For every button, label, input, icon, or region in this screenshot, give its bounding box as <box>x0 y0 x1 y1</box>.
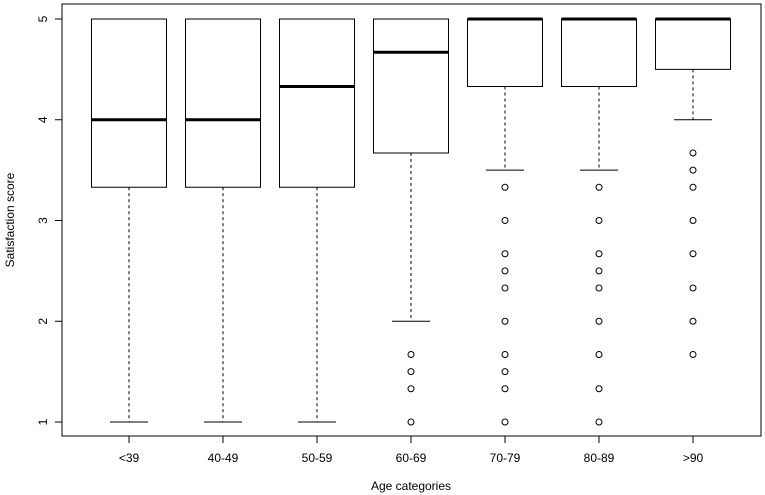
outlier-point <box>407 385 415 393</box>
outlier-point <box>407 350 415 358</box>
outlier-point <box>689 166 697 174</box>
outlier-point <box>501 368 509 376</box>
box-group <box>185 18 261 423</box>
outlier-point <box>595 250 603 258</box>
x-tick-label: 50-59 <box>302 451 333 465</box>
y-tick-label: 4 <box>36 116 50 123</box>
outlier-point <box>595 317 603 325</box>
outlier-point <box>501 317 509 325</box>
outlier-point <box>595 267 603 275</box>
x-axis-label: Age categories <box>371 479 451 493</box>
outlier-point <box>689 183 697 191</box>
outlier-point <box>501 267 509 275</box>
outlier-point <box>689 217 697 224</box>
outlier-point <box>595 418 603 426</box>
x-tick-label: 40-49 <box>208 451 239 465</box>
x-axis: <39 40-49 50-59 60-69 70-79 80-89 >90 <box>119 436 704 465</box>
outlier-point <box>595 350 603 358</box>
box-group <box>91 18 167 423</box>
box-iqr <box>91 18 167 188</box>
outlier-point <box>595 183 603 191</box>
y-tick-label: 3 <box>36 217 50 224</box>
x-tick-label: 60-69 <box>396 451 427 465</box>
box-group <box>467 17 543 426</box>
x-tick-label: <39 <box>119 451 140 465</box>
outlier-point <box>595 284 603 292</box>
x-tick-label: 70-79 <box>490 451 521 465</box>
outlier-point <box>689 350 697 358</box>
outlier-point <box>595 385 603 393</box>
box-iqr <box>561 18 637 88</box>
outlier-point <box>689 250 697 258</box>
x-tick-label: >90 <box>683 451 704 465</box>
y-tick-label: 5 <box>36 15 50 22</box>
outlier-point <box>595 217 603 224</box>
outlier-point <box>689 284 697 292</box>
y-axis: 1 2 3 4 5 <box>36 15 62 425</box>
box-iqr <box>373 18 449 154</box>
x-tick-label: 80-89 <box>584 451 615 465</box>
outlier-point <box>501 250 509 258</box>
outlier-point <box>407 368 415 376</box>
box-iqr <box>655 18 731 70</box>
outlier-point <box>501 183 509 191</box>
box-group <box>373 18 449 426</box>
outlier-point <box>689 317 697 325</box>
box-group <box>655 17 731 358</box>
outlier-point <box>501 350 509 358</box>
box-iqr <box>185 18 261 188</box>
box-iqr <box>279 18 355 188</box>
y-tick-label: 1 <box>36 418 50 425</box>
box-group <box>561 17 637 426</box>
outlier-point <box>501 385 509 393</box>
box-iqr <box>467 18 543 88</box>
y-tick-label: 2 <box>36 318 50 325</box>
outlier-point <box>407 418 415 426</box>
outlier-point <box>689 149 697 157</box>
box-group <box>279 18 355 423</box>
outlier-point <box>501 418 509 426</box>
outlier-point <box>501 284 509 292</box>
outlier-point <box>501 217 509 224</box>
y-axis-label: Satisfaction score <box>3 172 17 267</box>
boxes-layer <box>91 17 731 426</box>
